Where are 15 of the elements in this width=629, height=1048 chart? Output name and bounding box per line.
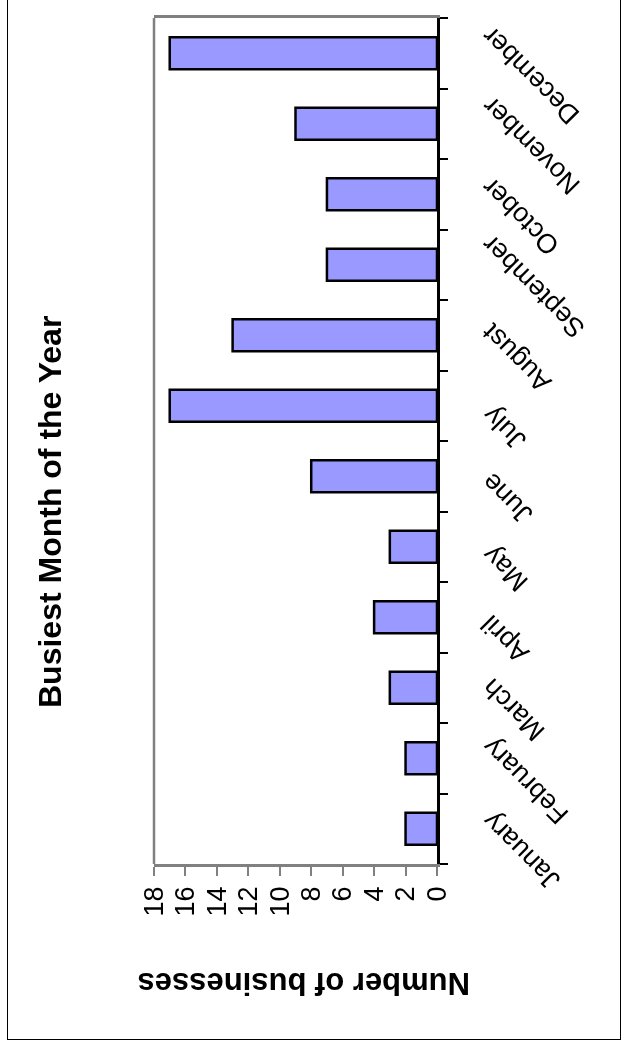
x-tick-label: 16 [170,886,201,917]
x-tick-label: 2 [390,886,421,902]
x-tick-label: 14 [201,886,232,917]
x-axis-title: Number of businesses [137,966,470,1001]
x-tick-label: 12 [233,886,264,917]
x-tick-label: 8 [295,886,326,902]
x-tick-label: 10 [264,886,295,917]
x-tick-label: 6 [327,886,358,902]
x-tick-label: 18 [138,886,169,917]
y-tick-label: July [476,400,533,456]
y-tick-label: May [476,539,534,598]
x-tick-label: 0 [421,886,452,902]
text: Busiest Month of the Year [32,315,68,708]
x-tick-label: 4 [358,886,389,902]
y-tick-label: April [475,609,535,669]
